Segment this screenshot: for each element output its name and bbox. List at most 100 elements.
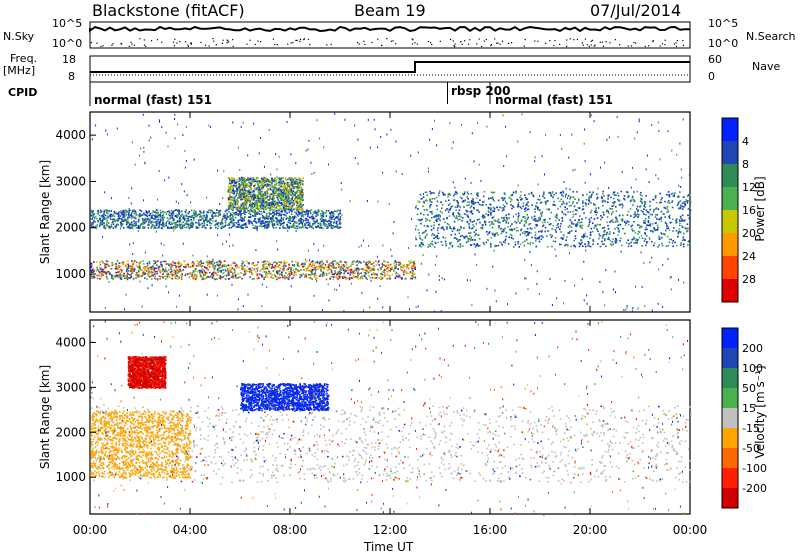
data-pixel [300,182,302,184]
data-pixel [190,209,193,212]
data-pixel [311,269,313,272]
data-pixel [293,182,296,185]
data-pixel [222,272,224,274]
data-pixel [193,209,196,212]
data-pixel [302,273,304,275]
data-pixel [302,266,304,268]
data-pixel [285,207,288,209]
data-pixel [239,191,241,193]
data-pixel [230,183,232,186]
data-pixel [217,262,219,264]
data-pixel [246,202,248,205]
data-pixel [276,263,278,266]
data-pixel [637,230,640,233]
data-pixel [304,213,307,216]
freq-panel-frame [89,55,691,83]
data-pixel [146,218,148,220]
data-pixel [166,217,169,219]
data-pixel [324,220,327,223]
data-pixel [233,261,235,264]
data-pixel [355,267,358,270]
data-pixel [149,213,151,215]
data-pixel [256,277,258,279]
data-pixel [97,212,99,215]
data-pixel [355,277,358,279]
data-pixel [299,193,302,196]
data-pixel [268,199,270,201]
data-pixel [294,227,297,229]
data-pixel [215,219,217,222]
data-pixel [259,184,262,187]
data-pixel [251,193,254,196]
data-pixel [129,277,132,279]
data-pixel [141,217,144,220]
data-pixel [91,214,94,217]
data-pixel [493,191,496,194]
data-pixel [301,263,304,265]
data-pixel [178,210,181,213]
data-pixel [203,274,205,277]
data-pixel [171,277,174,280]
data-pixel [347,277,350,279]
data-pixel [399,276,401,279]
data-pixel [337,263,340,266]
data-pixel [99,261,101,263]
data-pixel [463,201,465,203]
data-pixel [106,211,108,214]
data-pixel [232,219,235,221]
data-pixel [145,266,147,268]
data-pixel [118,271,120,273]
data-pixel [292,205,294,207]
data-pixel [490,214,492,216]
noise-dot [156,39,159,41]
data-pixel [139,262,142,265]
data-pixel [162,214,164,217]
data-pixel [242,227,244,229]
data-pixel [654,214,657,216]
data-pixel [652,230,654,233]
data-pixel [671,201,673,203]
data-pixel [320,212,323,215]
data-pixel [257,180,259,182]
data-pixel [295,191,297,194]
data-pixel [678,219,681,221]
data-pixel [354,261,357,264]
data-pixel [322,220,324,223]
data-pixel [219,260,221,262]
data-pixel [285,227,287,229]
data-pixel [115,275,117,278]
data-pixel [199,272,201,275]
data-pixel [122,227,125,229]
data-pixel [186,273,189,276]
data-pixel [229,212,232,215]
data-pixel [660,198,662,201]
data-pixel [653,242,656,244]
data-pixel [285,276,287,278]
data-pixel [579,215,581,217]
data-pixel [283,196,286,198]
data-pixel [457,245,459,248]
data-pixel [627,223,630,226]
data-pixel [314,261,316,264]
data-pixel [233,184,235,187]
data-pixel [275,192,277,194]
data-pixel [315,268,317,271]
data-pixel [260,269,262,272]
data-pixel [272,226,275,229]
noise-dot [581,42,584,44]
data-pixel [234,262,236,265]
data-pixel [294,177,297,180]
data-pixel [305,217,308,220]
data-pixel [255,199,258,202]
data-pixel [189,216,192,218]
data-pixel [135,223,137,226]
data-pixel [262,181,265,184]
data-pixel [296,206,299,209]
data-pixel [371,269,373,272]
data-pixel [603,243,605,245]
data-pixel [125,270,128,272]
data-pixel [261,220,263,222]
data-pixel [250,195,253,198]
nave-label: Nave [752,60,781,73]
data-pixel [180,270,183,272]
